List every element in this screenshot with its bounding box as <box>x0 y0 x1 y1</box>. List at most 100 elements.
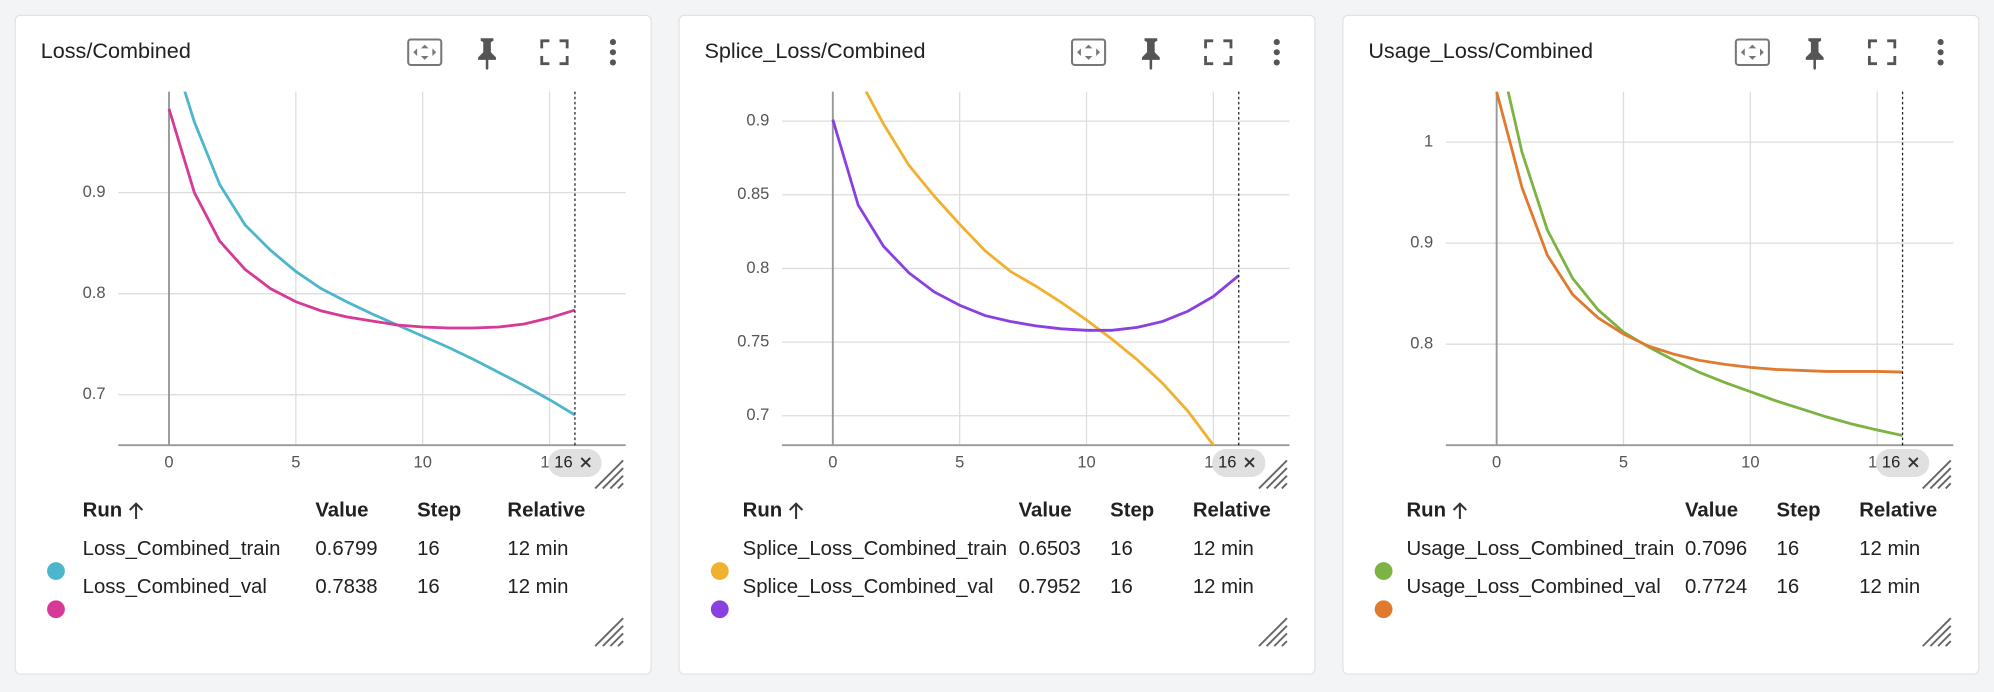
fullscreen-button[interactable] <box>1867 39 1897 66</box>
table-cell: 12 min <box>1859 576 1920 598</box>
resize-handle[interactable] <box>1922 459 1952 490</box>
run-name: Splice_Loss_Combined_val <box>743 576 994 598</box>
x-tick-label: 5 <box>1619 452 1628 471</box>
icon <box>1141 38 1160 71</box>
step-badge[interactable]: 16 <box>548 449 602 477</box>
y-tick-label: 1 <box>1424 132 1433 151</box>
badge-background <box>1212 449 1266 477</box>
series-line <box>1506 91 1903 437</box>
card-background <box>678 14 1316 675</box>
run-name: Loss_Combined_val <box>83 576 267 598</box>
icon <box>1077 44 1101 60</box>
table-cell: 16 <box>1777 538 1800 560</box>
badge-background <box>548 449 602 477</box>
x-tick-label: 5 <box>291 452 300 471</box>
y-tick-label: 0.7 <box>83 384 106 403</box>
card-title: Loss/Combined <box>41 38 191 63</box>
table-header: Step <box>417 500 461 522</box>
table-header: Step <box>1777 500 1821 522</box>
fullscreen-button[interactable] <box>1204 39 1233 66</box>
table-cell: 12 min <box>1859 538 1920 560</box>
series-line <box>864 91 1215 446</box>
icon <box>413 44 437 60</box>
y-tick-label: 0.7 <box>746 405 769 424</box>
y-tick-label: 0.9 <box>83 182 106 201</box>
icon <box>1273 49 1280 56</box>
close-icon <box>1244 457 1255 468</box>
table-header: Run <box>743 500 783 522</box>
table-header: Value <box>315 500 368 522</box>
step-badge[interactable]: 16 <box>1212 449 1266 477</box>
icon <box>609 39 617 46</box>
plot-lines <box>831 91 1240 446</box>
pin-button[interactable] <box>478 38 496 71</box>
table-header: Run <box>83 500 123 522</box>
sort-arrow <box>788 502 804 519</box>
resize-handle[interactable] <box>1258 617 1288 647</box>
icon <box>1204 39 1233 66</box>
badge-background <box>1875 449 1930 477</box>
legend-dot <box>710 562 729 580</box>
fit-domain-button[interactable] <box>1734 38 1770 66</box>
run-name: Loss_Combined_train <box>83 538 281 560</box>
table-header: Relative <box>507 500 585 522</box>
legend-dot <box>710 600 729 619</box>
badge-label: 16 <box>1218 452 1236 471</box>
card-title: Usage_Loss/Combined <box>1368 38 1593 63</box>
fullscreen-button[interactable] <box>540 39 569 66</box>
table-cell: 0.7096 <box>1685 538 1747 560</box>
icon <box>1740 44 1764 60</box>
table-cell: 16 <box>1110 576 1133 598</box>
icon <box>1867 39 1897 66</box>
y-tick-label: 0.9 <box>1410 233 1433 252</box>
icon <box>540 39 569 66</box>
table-header: Relative <box>1859 500 1937 522</box>
resize-handle[interactable] <box>1258 459 1288 490</box>
y-tick-label: 0.8 <box>83 283 106 302</box>
y-tick-label: 0.75 <box>737 331 769 350</box>
card-background <box>14 14 652 675</box>
icon <box>609 49 617 56</box>
series-line <box>167 108 576 330</box>
more-button[interactable] <box>1937 39 1944 66</box>
pin-button[interactable] <box>1141 38 1160 71</box>
plot-lines <box>167 91 576 417</box>
badge-label: 16 <box>1882 452 1900 471</box>
more-button[interactable] <box>1273 39 1280 66</box>
table-header: Run <box>1406 500 1446 522</box>
icon <box>1937 39 1944 46</box>
pin-button[interactable] <box>1805 38 1824 71</box>
fit-domain-button[interactable] <box>407 38 443 66</box>
icon <box>478 38 496 71</box>
icon <box>1805 38 1824 71</box>
card: Splice_Loss/Combined 0.7 0.75 0.8 0.85 0.9 0 5 1… <box>678 14 1316 675</box>
table-header: Step <box>1110 500 1154 522</box>
table-cell: 0.6799 <box>315 538 377 560</box>
x-tick-label: 0 <box>164 452 173 471</box>
table-cell: 16 <box>417 576 440 598</box>
fit-domain-button[interactable] <box>1071 38 1107 66</box>
resize-handle[interactable] <box>1922 617 1952 647</box>
x-tick-label: 10 <box>414 452 432 471</box>
table-cell: 12 min <box>507 576 568 598</box>
table-cell: 12 min <box>507 538 568 560</box>
table-cell: 16 <box>1110 538 1133 560</box>
run-name: Splice_Loss_Combined_train <box>743 538 1007 560</box>
close-icon <box>1908 457 1919 468</box>
resize-handle[interactable] <box>594 459 624 490</box>
y-tick-label: 0.9 <box>746 110 769 129</box>
table-cell: 0.7724 <box>1685 576 1747 598</box>
table-header: Value <box>1019 500 1072 522</box>
more-button[interactable] <box>609 39 617 66</box>
x-tick-label: 0 <box>1492 452 1501 471</box>
run-name: Usage_Loss_Combined_val <box>1406 576 1660 598</box>
legend-dot <box>47 562 65 580</box>
sort-arrow <box>128 502 144 519</box>
step-badge[interactable]: 16 <box>1875 449 1930 477</box>
sort-arrow <box>1452 502 1467 519</box>
icon <box>1273 59 1280 66</box>
run-name: Usage_Loss_Combined_train <box>1406 538 1674 560</box>
x-tick-label: 10 <box>1741 452 1759 471</box>
resize-handle[interactable] <box>594 617 624 647</box>
